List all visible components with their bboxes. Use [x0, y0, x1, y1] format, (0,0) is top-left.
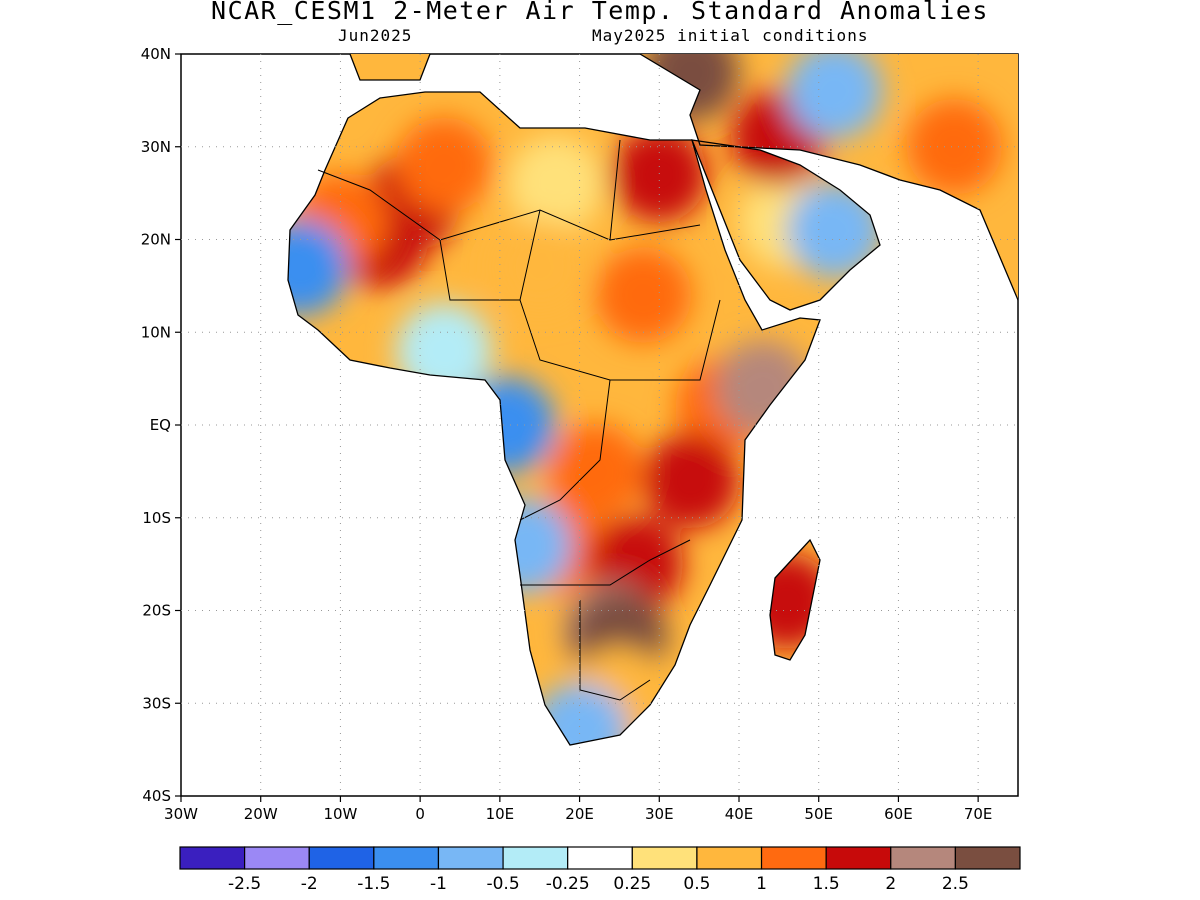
- lon-tick-label: 70E: [964, 805, 993, 823]
- anomaly-region: [611, 126, 708, 223]
- colorbar-swatch: [631, 846, 698, 870]
- lon-tick-label: 10W: [323, 805, 357, 823]
- init-conditions-label: May2025 initial conditions: [592, 26, 869, 45]
- colorbar-swatch: [760, 846, 827, 870]
- colorbar-label: -1: [430, 874, 447, 894]
- lat-tick-label: 40N: [141, 45, 171, 63]
- anomaly-region: [396, 117, 493, 214]
- lon-tick-label: 20W: [244, 805, 278, 823]
- valid-month-label: Jun2025: [338, 26, 413, 45]
- colorbar-label: -2.5: [228, 874, 261, 894]
- anomaly-region: [531, 683, 628, 745]
- colorbar-label: -0.5: [486, 874, 519, 894]
- colorbar-swatch: [308, 846, 375, 870]
- colorbar-swatch: [244, 846, 310, 870]
- anomaly-region: [786, 54, 883, 140]
- lon-tick-label: 30E: [645, 805, 674, 823]
- colorbar-swatch: [696, 846, 763, 870]
- colorbar-swatch: [567, 846, 633, 870]
- colorbar-label: 0.5: [683, 874, 710, 894]
- colorbar-label: 2: [885, 874, 896, 894]
- map-title: NCAR_CESM1 2-Meter Air Temp. Standard An…: [211, 0, 989, 25]
- lat-tick-label: 30N: [141, 138, 171, 156]
- colorbar-label: -0.25: [546, 874, 590, 894]
- lat-tick-label: 20S: [142, 602, 171, 620]
- gridlines: [181, 54, 1018, 796]
- colorbar-swatch: [954, 846, 1021, 870]
- anomaly-region: [507, 135, 604, 232]
- coastlines: [287, 54, 1018, 746]
- lon-tick-label: 0: [415, 805, 425, 823]
- colorbar-label: -2: [301, 874, 318, 894]
- lat-tick-label: 40S: [142, 787, 171, 805]
- colorbar-label: -1.5: [357, 874, 390, 894]
- lat-tick-label: 10N: [141, 323, 171, 341]
- anomaly-region: [547, 423, 644, 520]
- lon-tick-label: 60E: [884, 805, 913, 823]
- anomaly-region: [288, 219, 349, 316]
- lat-tick-label: 10S: [142, 509, 171, 527]
- lat-tick-label: 20N: [141, 231, 171, 249]
- lat-tick-label: EQ: [150, 416, 171, 434]
- colorbar-label: 1.5: [813, 874, 840, 894]
- lon-tick-label: 50E: [804, 805, 833, 823]
- colorbar: -2.5 -2 -1.5 -1 -0.5 -0.25 0.25 0.5 1 1.5 2 2.5: [179, 846, 1021, 894]
- anomaly-region: [595, 247, 692, 344]
- colorbar-swatch: [890, 846, 956, 870]
- lon-tick-label: 30W: [164, 805, 198, 823]
- anomaly-region: [906, 98, 1003, 195]
- colorbar-label: 0.25: [613, 874, 651, 894]
- lon-tick-label: 20E: [565, 805, 594, 823]
- anomaly-region: [491, 219, 588, 316]
- colorbar-swatch: [825, 846, 892, 870]
- lon-tick-label: 40E: [725, 805, 754, 823]
- lat-tick-label: 30S: [142, 694, 171, 712]
- colorbar-swatch: [373, 846, 440, 870]
- colorbar-swatch: [437, 846, 504, 870]
- colorbar-swatch: [179, 846, 246, 870]
- colorbar-label: 1: [756, 874, 767, 894]
- anomaly-region: [643, 432, 740, 529]
- colorbar-label: 2.5: [942, 874, 969, 894]
- colorbar-swatch: [502, 846, 569, 870]
- lon-tick-label: 10E: [486, 805, 515, 823]
